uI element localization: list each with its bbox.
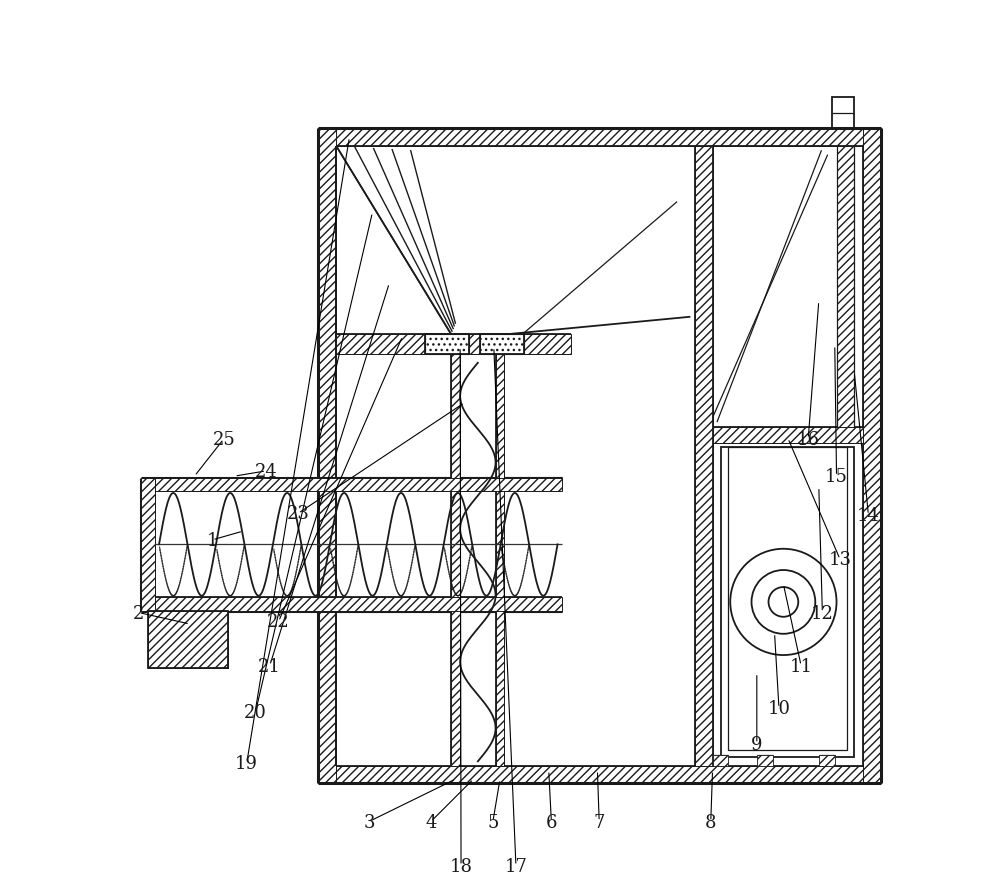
Text: 23: 23 xyxy=(287,505,310,523)
Bar xyxy=(695,147,713,766)
Text: 8: 8 xyxy=(705,812,717,830)
Bar xyxy=(480,335,524,354)
Text: 17: 17 xyxy=(505,857,527,874)
Text: 11: 11 xyxy=(790,657,813,675)
Text: 6: 6 xyxy=(546,812,557,830)
Bar xyxy=(819,755,835,766)
Bar xyxy=(148,611,228,669)
Bar xyxy=(336,335,571,354)
Bar xyxy=(141,598,562,611)
Text: 12: 12 xyxy=(811,604,834,622)
Bar xyxy=(425,335,469,354)
Text: 16: 16 xyxy=(797,431,820,448)
Text: 10: 10 xyxy=(767,699,790,718)
Bar xyxy=(721,447,854,757)
Text: 20: 20 xyxy=(244,703,267,721)
Text: 22: 22 xyxy=(267,613,290,631)
Bar xyxy=(496,354,504,766)
Text: 7: 7 xyxy=(594,812,605,830)
Bar xyxy=(863,129,881,783)
Bar xyxy=(728,447,847,750)
Bar xyxy=(451,354,460,766)
Bar xyxy=(141,478,562,492)
Bar xyxy=(757,755,773,766)
Bar xyxy=(713,755,728,766)
Text: 1: 1 xyxy=(206,532,218,549)
Bar xyxy=(480,335,524,354)
Bar xyxy=(425,335,469,354)
Text: 19: 19 xyxy=(235,754,258,773)
Bar xyxy=(141,478,155,611)
Bar xyxy=(318,129,881,147)
Bar xyxy=(713,427,863,443)
Text: 24: 24 xyxy=(255,462,278,480)
Bar xyxy=(148,611,228,669)
Text: 5: 5 xyxy=(487,812,499,830)
Bar xyxy=(318,766,881,783)
Bar xyxy=(837,147,854,427)
Text: 2: 2 xyxy=(133,604,144,622)
Text: 14: 14 xyxy=(857,507,880,525)
Text: 18: 18 xyxy=(450,857,473,874)
Bar xyxy=(318,129,336,783)
Text: 15: 15 xyxy=(825,468,848,486)
Text: 3: 3 xyxy=(363,812,375,830)
Text: 21: 21 xyxy=(258,657,281,675)
Text: 25: 25 xyxy=(212,431,235,448)
Text: 9: 9 xyxy=(751,734,763,753)
Text: 4: 4 xyxy=(425,812,437,830)
Bar xyxy=(832,98,854,129)
Text: 13: 13 xyxy=(829,551,852,569)
